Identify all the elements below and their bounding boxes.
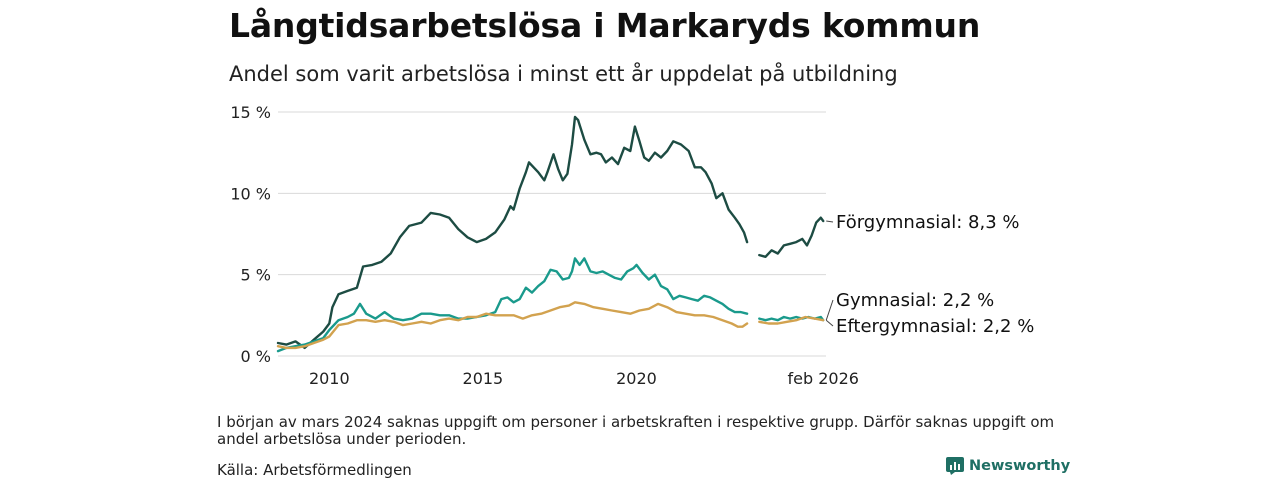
x-tick-label: feb 2026: [788, 369, 859, 388]
leader-line: [825, 299, 834, 321]
y-tick-label: 5 %: [241, 266, 271, 285]
series-line-förgymnasial: [276, 115, 749, 350]
brand-name: Newsworthy: [969, 458, 1071, 474]
series-end-label: Gymnasial: 2,2 %: [836, 290, 994, 311]
series-lines: [276, 115, 825, 353]
newsworthy-logo: Newsworthy: [946, 457, 1070, 475]
leader-line: [825, 319, 834, 327]
footnote: I början av mars 2024 saknas uppgift om …: [217, 413, 1055, 448]
y-axis: 0 % 5 % 10 % 15 %: [230, 103, 271, 366]
series-end-label: Förgymnasial: 8,3 %: [836, 212, 1020, 233]
series-end-labels: Förgymnasial: 8,3 % Gymnasial: 2,2 % Efter…: [825, 212, 1034, 337]
newsworthy-icon: [946, 457, 964, 475]
y-tick-label: 10 %: [230, 184, 271, 203]
series-end-label: Eftergymnasial: 2,2 %: [836, 316, 1034, 337]
y-tick-label: 0 %: [241, 347, 271, 366]
line-chart: 0 % 5 % 10 % 15 % 2010 2015 2020 feb 2026 Förg…: [230, 103, 1034, 388]
gridlines: [278, 111, 826, 357]
y-tick-label: 15 %: [230, 103, 271, 122]
series-line-eftergymnasial: [276, 301, 749, 350]
series-line-gymnasial: [276, 257, 749, 353]
source-credit: Källa: Arbetsförmedlingen: [217, 461, 412, 479]
x-tick-label: 2015: [463, 369, 504, 388]
x-axis: 2010 2015 2020 feb 2026: [309, 369, 859, 388]
x-tick-label: 2020: [616, 369, 657, 388]
leader-line: [826, 220, 834, 223]
x-tick-label: 2010: [309, 369, 350, 388]
series-line-förgymnasial: [758, 216, 825, 258]
chart-subtitle: Andel som varit arbetslösa i minst ett å…: [229, 62, 898, 86]
series-line-eftergymnasial: [758, 315, 825, 325]
chart-title: Långtidsarbetslösa i Markaryds kommun: [229, 6, 981, 45]
